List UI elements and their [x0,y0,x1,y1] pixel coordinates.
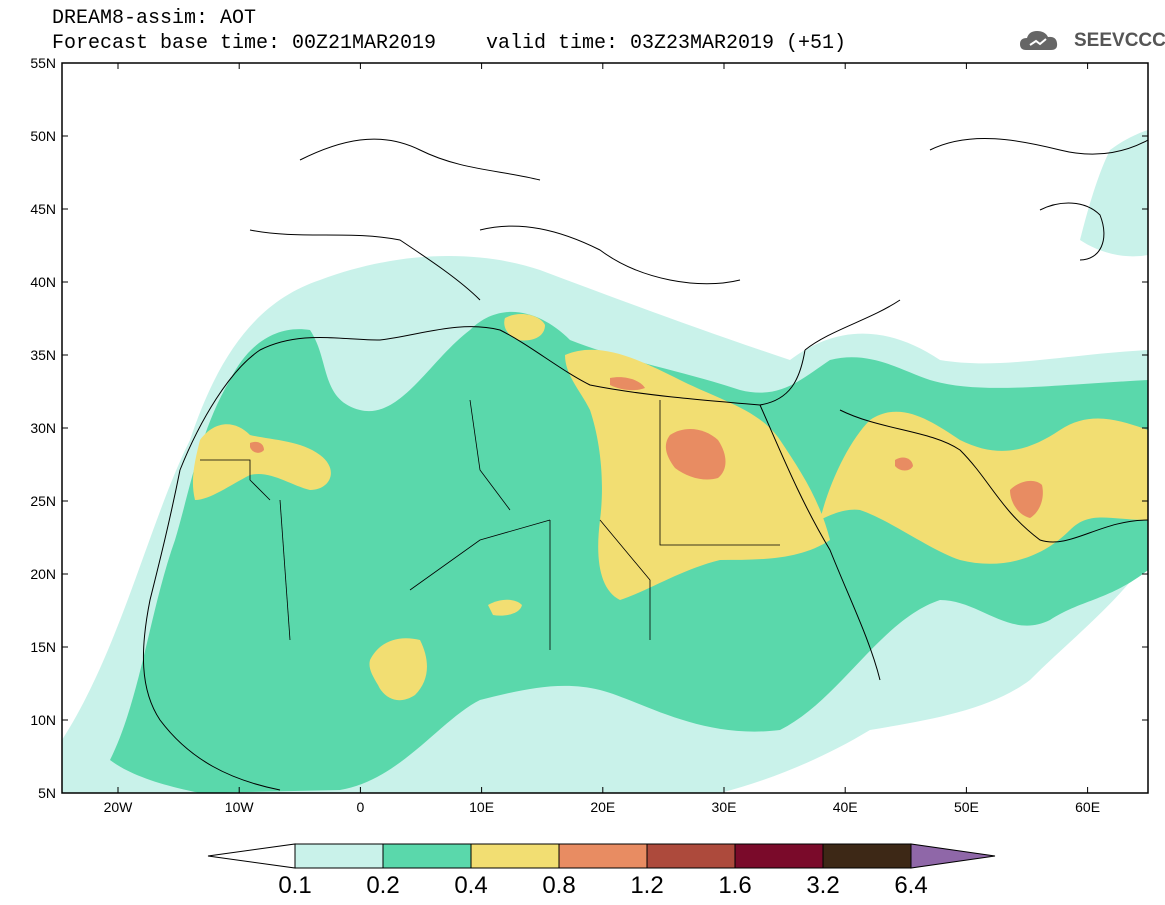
colorbar-label: 0.4 [454,872,487,899]
colorbar-label: 1.6 [718,872,751,899]
lat-label: 15N [30,639,56,655]
aot-band-0.8-c [1010,480,1043,518]
aot-band-0.4-f [488,599,522,616]
lat-label: 30N [30,420,56,436]
cloud-icon [1020,31,1058,50]
lon-label: 30E [712,799,737,815]
colorbar-label: 0.8 [542,872,575,899]
aot-band-0.4-e [504,314,545,341]
aot-band-0.8-b [610,377,645,391]
colorbar-label: 6.4 [894,872,927,899]
colorbar-over-arrow [910,843,996,869]
aot-band-0.8-a [665,428,726,480]
aot-field [62,63,1148,793]
latitude-labels: 55N 50N 45N 40N 35N 30N 25N 20N 15N 10N 5N [30,55,56,801]
aot-band-0.8-e [250,441,264,453]
lat-label: 20N [30,566,56,582]
colorbar-label: 0.2 [366,872,399,899]
lon-label: 40E [833,799,858,815]
colorbar-under-arrow [207,843,296,869]
colorbar-swatch [822,843,912,869]
colorbar-labels: 0.1 0.2 0.4 0.8 1.2 1.6 3.2 6.4 [278,872,927,899]
colorbar-swatch [734,843,824,869]
lat-label: 5N [38,785,56,801]
colorbar-label: 3.2 [806,872,839,899]
aot-band-0.4-b [820,411,1148,564]
longitude-labels: 20W 10W 0 10E 20E 30E 40E 50E 60E [104,799,1100,815]
colorbar [207,843,996,869]
lat-label: 25N [30,493,56,509]
lon-label: 20W [104,799,134,815]
lat-label: 55N [30,55,56,71]
colorbar-swatch [646,843,736,869]
lat-label: 10N [30,712,56,728]
valid-time: valid time: 03Z23MAR2019 (+51) [486,32,847,55]
lat-label: 50N [30,128,56,144]
forecast-base-time: Forecast base time: 00Z21MAR2019 [52,32,437,55]
lon-label: 10E [469,799,494,815]
colorbar-label: 1.2 [630,872,663,899]
lat-label: 35N [30,347,56,363]
colorbar-swatch [558,843,648,869]
lon-label: 0 [357,799,365,815]
colorbar-swatch [294,843,384,869]
borders [200,399,780,650]
colorbar-swatch [382,843,472,869]
lon-label: 20E [590,799,615,815]
colorbar-label: 0.1 [278,872,311,899]
coastlines [142,137,1148,791]
lat-label: 45N [30,201,56,217]
aot-band-0.1b [1080,130,1148,257]
aot-band-0.4-d [369,638,427,701]
seevccc-logo: SEEVCCC [1074,30,1165,51]
lon-label: 10W [225,799,255,815]
aot-band-0.8-d [895,457,913,471]
axis-ticks [62,62,1148,794]
colorbar-swatch [470,843,560,869]
aot-band-0.4-c [192,424,331,500]
lon-label: 60E [1075,799,1100,815]
lat-label: 40N [30,274,56,290]
lon-label: 50E [954,799,979,815]
map-title: DREAM8-assim: AOT [52,7,257,30]
